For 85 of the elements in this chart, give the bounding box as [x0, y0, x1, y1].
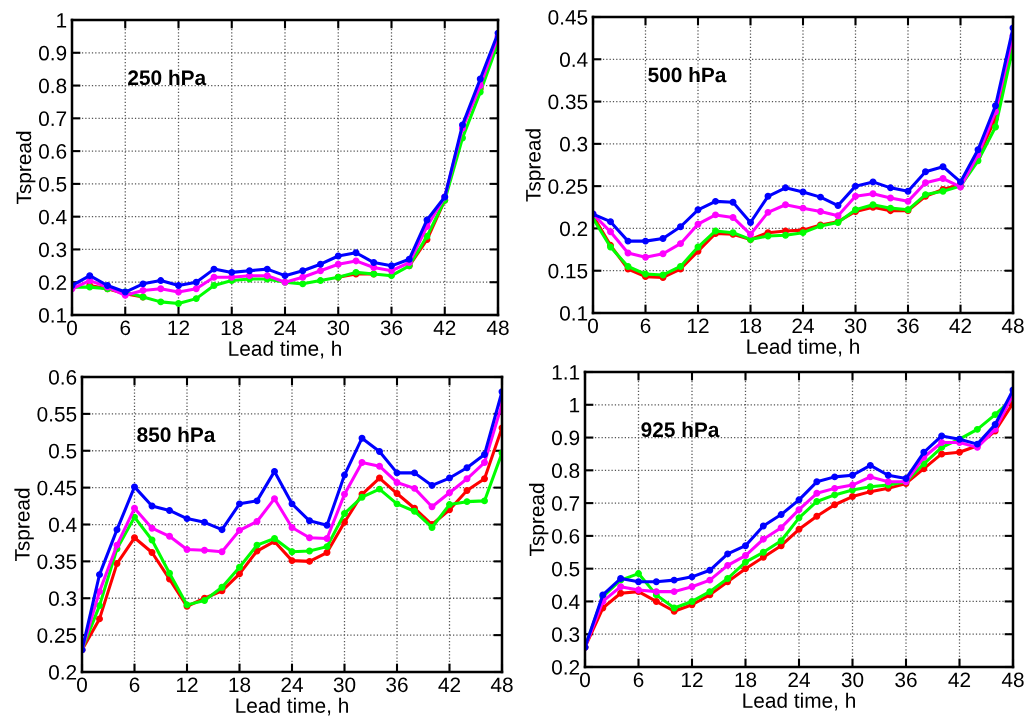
x-tick-label: 18	[740, 318, 762, 334]
annotation: 925 hPa	[641, 421, 720, 438]
annotation: 850 hPa	[137, 426, 216, 443]
x-tick-label: 42	[438, 677, 461, 692]
x-tick-label: 12	[168, 320, 190, 335]
y-tick-label: 0.9	[38, 45, 67, 61]
y-tick-label: 0.45	[37, 480, 77, 496]
x-tick-label: 12	[682, 672, 703, 687]
x-tick-label: 24	[792, 318, 814, 333]
x-tick-label: 0	[580, 672, 590, 688]
y-tick-label: 0.4	[48, 517, 77, 533]
x-tick-label: 42	[433, 320, 456, 335]
x-tick-label: 30	[844, 318, 867, 334]
y-tick-label: 0.4	[38, 209, 67, 225]
x-tick-label: 6	[640, 318, 651, 334]
x-tick-label: 48	[490, 677, 513, 693]
y-tick-label: 0.2	[551, 660, 580, 675]
y-tick-label: 0.9	[551, 430, 580, 446]
x-tick-label: 48	[1001, 672, 1024, 688]
y-tick-label: 0.4	[551, 594, 580, 610]
y-tick-label: 1	[57, 13, 67, 28]
x-tick-label: 36	[386, 677, 408, 693]
y-tick-label: 0.3	[38, 242, 67, 258]
y-tick-label: 0.2	[48, 665, 77, 680]
x-axis-title: Lead time, h	[229, 340, 341, 359]
y-tick-label: 0.6	[551, 528, 580, 544]
annotation: 250 hPa	[128, 69, 207, 86]
x-axis-title: Lead time, h	[747, 338, 859, 357]
y-tick-label: 0.55	[37, 406, 77, 422]
x-tick-label: 36	[897, 318, 919, 334]
y-tick-label: 0.1	[38, 308, 67, 323]
y-tick-label: 0.15	[548, 263, 588, 279]
x-tick-label: 0	[77, 677, 87, 693]
y-tick-label: 0.25	[37, 628, 77, 643]
x-tick-label: 24	[274, 320, 296, 335]
x-tick-label: 6	[129, 677, 140, 693]
x-axis-title: Lead time, h	[743, 692, 855, 711]
y-tick-label: 0.4	[559, 52, 588, 68]
y-tick-label: 0.3	[48, 591, 77, 606]
annotation: 500 hPa	[648, 67, 727, 83]
x-tick-label: 12	[688, 318, 709, 333]
y-tick-label: 0.6	[38, 144, 67, 159]
x-tick-label: 18	[221, 320, 243, 336]
x-tick-label: 48	[486, 320, 509, 336]
y-tick-label: 0.5	[48, 443, 77, 459]
x-tick-label: 18	[229, 677, 251, 693]
x-tick-label: 24	[281, 677, 303, 692]
x-tick-label: 6	[633, 672, 644, 688]
y-tick-label: 0.8	[551, 463, 580, 479]
x-tick-label: 24	[788, 672, 810, 687]
x-tick-label: 36	[895, 672, 917, 688]
y-tick-label: 1	[570, 397, 580, 413]
y-tick-label: 0.2	[559, 221, 588, 237]
y-axis-title: Tspread	[15, 131, 36, 205]
x-tick-label: 30	[327, 320, 350, 336]
y-axis-title: Tspread	[525, 129, 545, 202]
x-tick-label: 0	[67, 320, 77, 336]
x-tick-label: 30	[841, 672, 864, 688]
x-tick-label: 18	[735, 672, 757, 688]
y-tick-label: 1.1	[552, 365, 580, 380]
y-tick-label: 0.1	[559, 306, 588, 321]
y-tick-label: 0.5	[551, 561, 580, 577]
x-tick-label: 42	[948, 672, 971, 687]
x-tick-label: 42	[949, 318, 972, 333]
x-tick-label: 48	[1001, 318, 1024, 334]
y-tick-label: 0.6	[48, 370, 77, 385]
y-tick-label: 0.45	[548, 10, 588, 25]
x-tick-label: 6	[120, 320, 131, 336]
y-tick-label: 0.3	[551, 627, 580, 642]
y-tick-label: 0.7	[551, 496, 580, 511]
y-tick-label: 0.35	[548, 94, 588, 110]
x-tick-label: 30	[333, 677, 356, 693]
y-tick-label: 0.5	[38, 176, 67, 192]
y-axis-title: Tspread	[528, 483, 549, 557]
y-axis-title: Tspread	[14, 488, 34, 562]
x-axis-title: Lead time, h	[236, 697, 348, 716]
y-tick-label: 0.8	[38, 78, 67, 94]
y-tick-label: 0.3	[559, 136, 588, 152]
y-tick-label: 0.35	[37, 554, 77, 570]
x-tick-label: 0	[588, 318, 598, 334]
x-tick-label: 12	[177, 677, 198, 692]
y-tick-label: 0.7	[38, 111, 67, 127]
y-tick-label: 0.2	[38, 275, 67, 290]
y-tick-label: 0.25	[548, 179, 588, 194]
x-tick-label: 36	[380, 320, 403, 336]
